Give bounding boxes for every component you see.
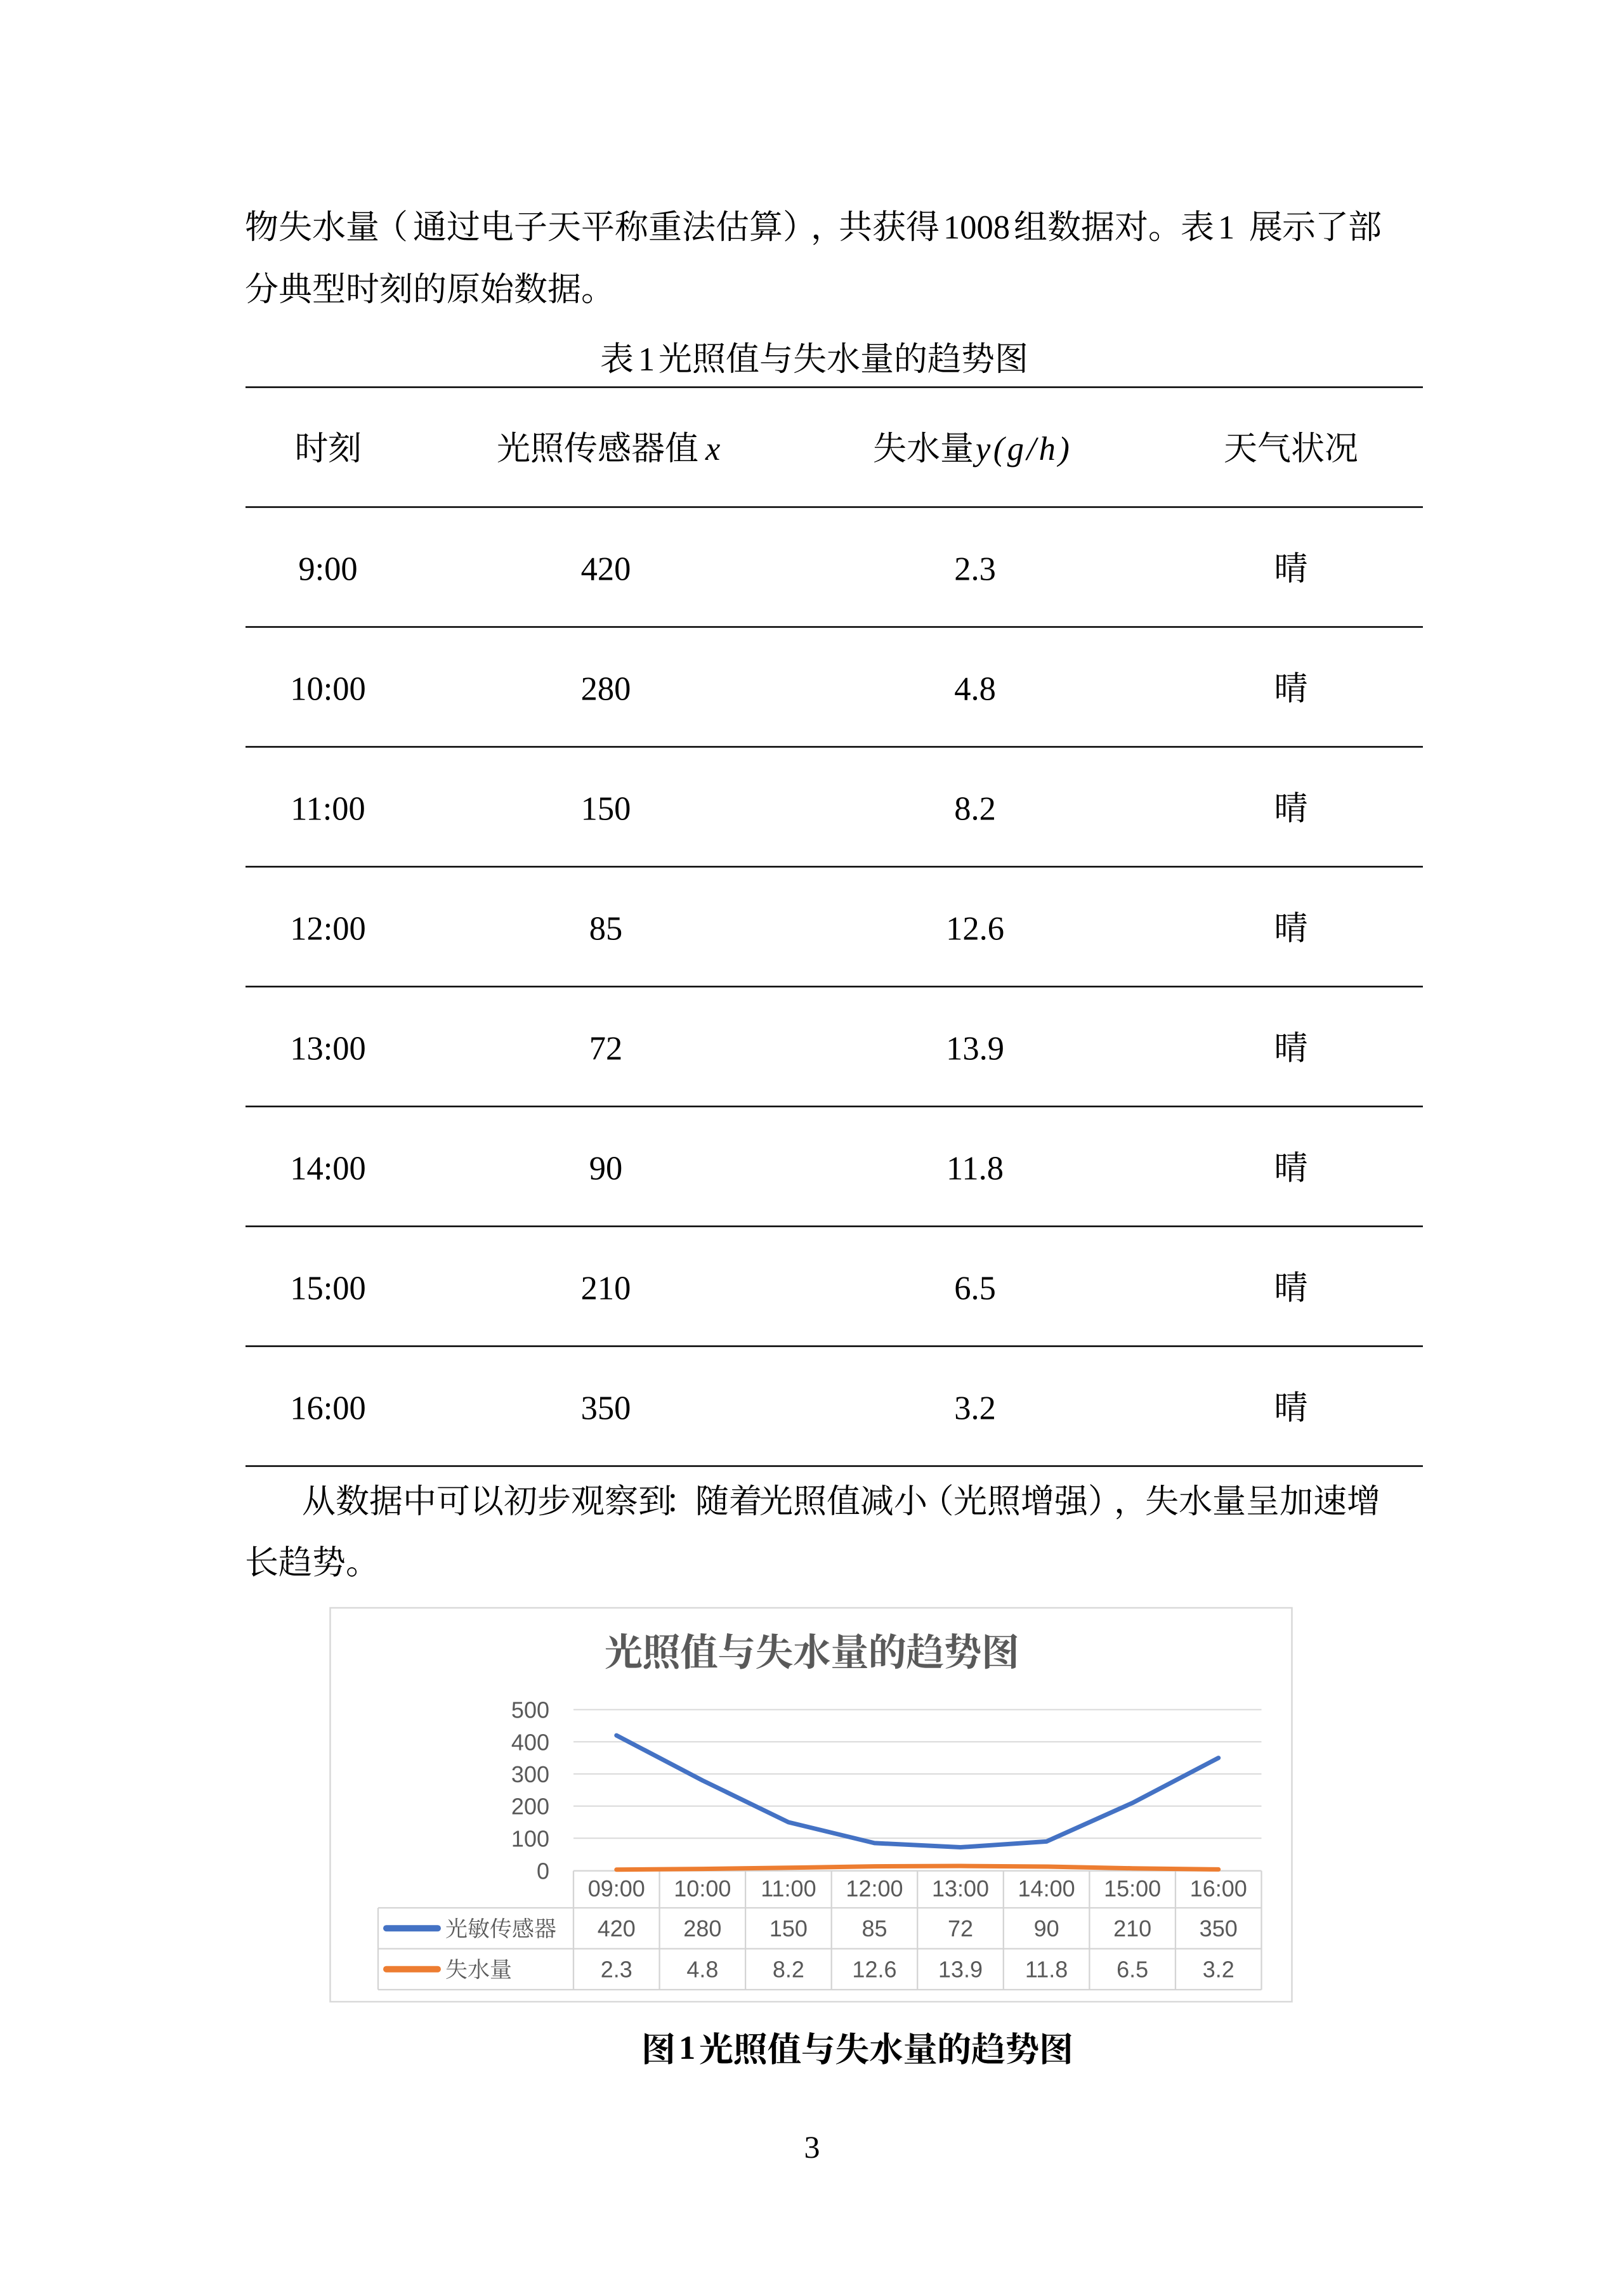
svg-text:100: 100 [511,1825,549,1851]
svg-text:y(g/h): y(g/h) [972,431,1072,467]
svg-text:x: x [705,431,720,467]
svg-text:15:00: 15:00 [290,1270,366,1307]
svg-text:200: 200 [511,1794,549,1820]
svg-text:15:00: 15:00 [1104,1875,1161,1901]
svg-text:10:00: 10:00 [674,1875,731,1901]
svg-text:8.2: 8.2 [954,791,996,828]
svg-text:90: 90 [1034,1915,1059,1941]
svg-text:09:00: 09:00 [588,1875,645,1901]
svg-text:1: 1 [1218,209,1234,246]
svg-text:2.3: 2.3 [954,551,996,588]
svg-text:300: 300 [511,1761,549,1787]
svg-text:420: 420 [598,1915,636,1941]
svg-text:0: 0 [537,1858,549,1884]
svg-text:12:00: 12:00 [290,911,366,948]
svg-text:6.5: 6.5 [954,1270,996,1307]
svg-text:11.8: 11.8 [1025,1957,1068,1983]
svg-text:400: 400 [511,1729,549,1755]
svg-text:12.6: 12.6 [946,911,1004,948]
svg-text:210: 210 [1113,1915,1151,1941]
svg-text:2.3: 2.3 [601,1957,632,1983]
svg-text:1: 1 [638,341,655,378]
svg-text:13.9: 13.9 [946,1031,1004,1067]
svg-text:350: 350 [1200,1915,1238,1941]
svg-text:3: 3 [804,2129,820,2165]
svg-text:11.8: 11.8 [946,1151,1004,1187]
svg-text:150: 150 [581,791,631,828]
svg-text:10:00: 10:00 [290,671,366,708]
svg-text:16:00: 16:00 [1190,1875,1247,1901]
svg-text:72: 72 [589,1031,623,1067]
svg-text:85: 85 [861,1915,887,1941]
svg-text:8.2: 8.2 [773,1957,804,1983]
svg-text:1008: 1008 [943,209,1010,246]
svg-text:420: 420 [581,551,631,588]
svg-text:85: 85 [589,911,623,948]
svg-text:9:00: 9:00 [298,551,357,588]
svg-text:350: 350 [581,1390,631,1427]
svg-text:150: 150 [769,1915,808,1941]
svg-text:14:00: 14:00 [290,1151,366,1187]
svg-text:11:00: 11:00 [291,791,365,828]
svg-text:12.6: 12.6 [852,1957,896,1983]
svg-text:90: 90 [589,1151,623,1187]
svg-text:4.8: 4.8 [954,671,996,708]
svg-text:280: 280 [683,1915,721,1941]
svg-text:4.8: 4.8 [686,1957,718,1983]
svg-text:14:00: 14:00 [1018,1875,1075,1901]
svg-text:3.2: 3.2 [954,1390,996,1427]
svg-text:280: 280 [581,671,631,708]
svg-text:13:00: 13:00 [932,1875,989,1901]
svg-text:12:00: 12:00 [846,1875,903,1901]
svg-text:210: 210 [581,1270,631,1307]
svg-text:13.9: 13.9 [938,1957,983,1983]
svg-text:1: 1 [679,2030,695,2066]
svg-text:3.2: 3.2 [1203,1957,1234,1983]
svg-text:11:00: 11:00 [761,1875,816,1901]
svg-text:6.5: 6.5 [1116,1957,1148,1983]
svg-text:13:00: 13:00 [290,1031,366,1067]
svg-text:500: 500 [511,1697,549,1723]
svg-text:72: 72 [948,1915,973,1941]
svg-text:16:00: 16:00 [290,1390,366,1427]
